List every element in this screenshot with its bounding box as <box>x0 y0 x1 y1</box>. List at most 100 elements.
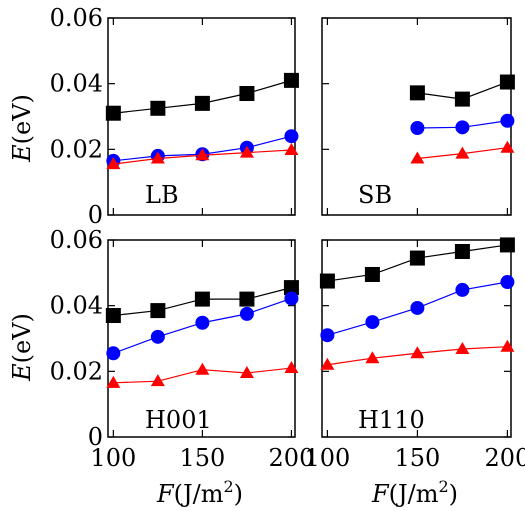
panel-frame <box>321 17 512 216</box>
panel-label: LB <box>145 181 179 209</box>
data-point-triangle <box>410 151 425 164</box>
data-point-square <box>239 291 255 307</box>
x-axis-title-close: ) <box>234 480 243 508</box>
series-circle <box>410 113 515 135</box>
data-point-square <box>454 91 470 107</box>
data-point-circle <box>455 120 470 135</box>
x-tick-label: 100 <box>90 444 136 472</box>
series-square <box>409 74 515 107</box>
data-point-square <box>283 280 299 296</box>
x-axis-title-close: ) <box>449 480 458 508</box>
panel-lb: 0 0.02 0.04 0.06 LB <box>50 4 299 229</box>
y-tick-label: 0 <box>88 423 103 451</box>
data-point-triangle <box>150 151 165 164</box>
series-square <box>105 280 299 324</box>
x-axis-title-sup: 2 <box>438 477 448 496</box>
y-tick-label: 0.06 <box>50 226 103 254</box>
data-point-triangle <box>500 140 515 153</box>
data-point-square <box>499 74 515 90</box>
x-axis-title-unit: (J/m <box>389 480 439 508</box>
x-axis-title-unit: (J/m <box>174 480 224 508</box>
data-point-triangle <box>455 146 470 159</box>
panel-label: H110 <box>358 406 425 434</box>
data-point-square <box>364 266 380 282</box>
series-circle <box>320 275 515 343</box>
data-point-square <box>194 291 210 307</box>
data-point-triangle <box>239 145 254 158</box>
data-point-circle <box>410 120 425 135</box>
data-point-triangle <box>150 374 165 387</box>
data-point-square <box>499 237 515 253</box>
data-point-circle <box>500 113 515 128</box>
data-point-square <box>409 250 425 266</box>
data-point-triangle <box>455 342 470 355</box>
y-axis-title-var: E <box>8 144 36 163</box>
series-square <box>319 237 515 289</box>
y-axis-title-var: E <box>8 363 36 382</box>
x-tick-label: 200 <box>484 444 525 472</box>
data-point-triangle <box>195 148 210 161</box>
data-point-circle <box>239 306 254 321</box>
data-point-square <box>239 86 255 102</box>
x-axis-title-sup: 2 <box>223 477 233 496</box>
y-tick-label: 0 <box>88 201 103 229</box>
y-axis-title-bottom: E(eV) <box>8 313 36 382</box>
panel-label: H001 <box>145 406 212 434</box>
x-tick-label: 200 <box>269 444 315 472</box>
data-point-triangle <box>239 365 254 378</box>
y-tick-label: 0.06 <box>50 4 103 32</box>
series-triangle <box>106 142 299 170</box>
data-point-square <box>454 243 470 259</box>
y-tick-label: 0.04 <box>50 292 103 320</box>
series-circle <box>106 291 299 361</box>
x-axis-title-var: F <box>156 480 175 508</box>
data-point-circle <box>410 300 425 315</box>
data-point-triangle <box>195 362 210 375</box>
data-point-circle <box>320 328 335 343</box>
data-point-square <box>319 273 335 289</box>
data-point-circle <box>150 329 165 344</box>
data-point-triangle <box>365 351 380 364</box>
data-point-triangle <box>410 346 425 359</box>
x-axis-title-left: F(J/m2) <box>156 477 243 508</box>
data-point-triangle <box>284 142 299 155</box>
y-tick-label: 0.02 <box>50 357 103 385</box>
data-point-triangle <box>500 339 515 352</box>
x-tick-label: 100 <box>304 444 350 472</box>
x-axis-title-right: F(J/m2) <box>371 477 458 508</box>
data-point-circle <box>106 346 121 361</box>
data-point-square <box>150 303 166 319</box>
data-point-square <box>194 95 210 111</box>
y-axis-title-unit: (eV) <box>8 313 36 363</box>
y-axis-title-top: E(eV) <box>8 94 36 163</box>
data-point-triangle <box>106 157 121 170</box>
y-tick-label: 0.02 <box>50 135 103 163</box>
panel-sb: SB <box>321 17 515 216</box>
panel-h001: 0 0.02 0.04 0.06 100 150 200 H001 <box>50 226 315 472</box>
data-point-triangle <box>106 375 121 388</box>
x-axis-title-var: F <box>371 480 390 508</box>
data-point-circle <box>284 129 299 144</box>
chart-panels: 0 0.02 0.04 0.06 LB SB 0 0.02 0.04 0.06 100 150 200 H… <box>50 4 525 472</box>
data-point-triangle <box>284 361 299 374</box>
x-tick-label: 150 <box>179 444 225 472</box>
series-triangle <box>106 361 299 388</box>
data-point-square <box>105 105 121 121</box>
data-point-square <box>283 72 299 88</box>
data-point-circle <box>284 291 299 306</box>
data-point-square <box>105 308 121 324</box>
data-point-circle <box>195 315 210 330</box>
y-tick-label: 0.04 <box>50 70 103 98</box>
series-square <box>105 72 299 121</box>
data-point-square <box>409 85 425 101</box>
series-triangle <box>320 339 515 370</box>
data-point-square <box>150 100 166 116</box>
panel-frame <box>107 17 296 216</box>
panel-label: SB <box>358 181 392 209</box>
data-point-triangle <box>320 357 335 370</box>
panel-h110: 100 150 200 H110 <box>304 237 525 472</box>
data-point-circle <box>500 275 515 290</box>
data-point-circle <box>365 315 380 330</box>
y-axis-title-unit: (eV) <box>8 94 36 144</box>
